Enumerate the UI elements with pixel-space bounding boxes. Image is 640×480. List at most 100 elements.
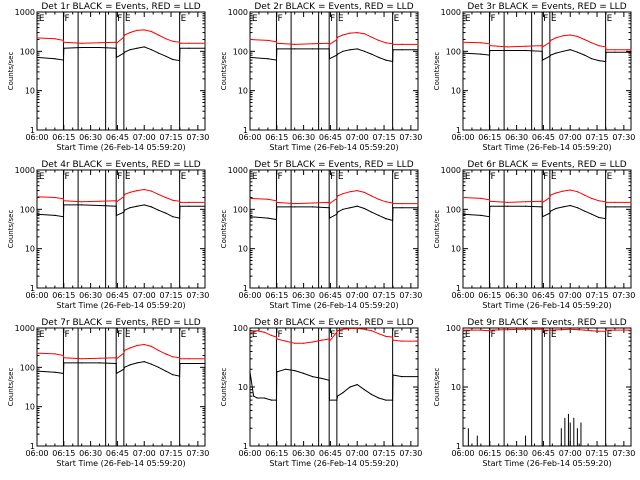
lld-data-point: [342, 34, 344, 36]
events-data-point: [630, 445, 632, 447]
events-data-point: [569, 49, 571, 51]
events-data-point: [337, 395, 339, 397]
marker-label: F: [490, 172, 495, 182]
x-tick-label: 07:00: [133, 133, 156, 142]
marker-label: F: [64, 330, 69, 340]
events-data-point: [303, 372, 305, 374]
lld-data-point: [507, 201, 509, 203]
events-data-point: [630, 51, 632, 53]
events-data-point: [320, 377, 323, 379]
y-tick-label: 10: [451, 383, 461, 392]
events-data-point: [294, 370, 296, 372]
chart-title: Det 6r BLACK = Events, RED = LLD: [467, 160, 626, 170]
marker-label: E: [39, 172, 45, 182]
chart-panel-9: Det 9r BLACK = Events, RED = LLD 1 10 100 06…: [433, 318, 635, 468]
lld-data-point: [507, 329, 509, 331]
events-data-point: [550, 210, 552, 212]
lld-data-point: [525, 45, 527, 47]
events-data-point: [204, 205, 206, 207]
lld-data-point: [507, 46, 509, 48]
lld-data-point: [378, 39, 380, 42]
lld-data-point: [275, 336, 278, 338]
x-axis-label: Start Time (26-Feb-14 05:59:20): [56, 459, 185, 468]
lld-data-point: [489, 329, 491, 331]
events-data-point: [614, 206, 616, 208]
events-data-point: [275, 399, 278, 401]
events-data-point: [157, 209, 160, 211]
plot-frame: [36, 327, 206, 447]
lld-data-point: [337, 330, 339, 332]
x-tick-label: 06:45: [319, 133, 342, 142]
lld-data-point: [63, 357, 65, 359]
lld-data-point: [541, 46, 544, 48]
events-data-point: [179, 217, 181, 219]
lld-data-point: [541, 45, 543, 47]
events-series-line: [249, 205, 418, 222]
x-tick-label: 06:45: [532, 291, 555, 300]
lld-data-point: [143, 343, 145, 346]
x-tick-label: 06:00: [238, 133, 261, 142]
lld-data-point: [62, 39, 65, 42]
x-tick-label: 07:30: [399, 133, 422, 142]
events-data-point: [417, 49, 419, 51]
events-data-point: [549, 55, 551, 57]
events-data-point: [480, 53, 482, 55]
lld-data-point: [81, 201, 83, 203]
events-data-point: [115, 205, 117, 207]
y-tick-label: 10: [25, 87, 35, 96]
x-tick-label: 06:30: [505, 133, 528, 142]
events-data-point: [36, 56, 38, 59]
y-tick-label: 1: [456, 442, 461, 451]
marker-label: F: [277, 172, 282, 182]
lld-data-point: [123, 352, 125, 354]
events-data-point: [172, 374, 174, 376]
events-data-point: [253, 395, 255, 397]
lld-data-point: [172, 40, 174, 42]
events-data-point: [188, 205, 190, 207]
x-tick-label: 06:00: [451, 133, 474, 142]
lld-data-point: [129, 191, 131, 193]
y-tick-label: 10: [451, 87, 461, 96]
lld-data-point: [591, 42, 593, 44]
x-tick-label: 06:15: [265, 449, 288, 458]
lld-data-point: [253, 331, 255, 333]
events-data-point: [328, 379, 330, 381]
plot-frame: [462, 11, 632, 131]
y-axis-label: Counts/sec: [433, 52, 441, 91]
events-data-point: [172, 58, 174, 61]
marker-label: E: [181, 14, 187, 24]
events-data-point: [115, 362, 117, 365]
lld-data-point: [63, 41, 65, 43]
lld-data-point: [54, 38, 56, 40]
lld-data-point: [267, 39, 269, 42]
x-tick-label: 06:30: [292, 133, 315, 142]
lld-data-point: [312, 202, 314, 204]
events-data-point: [591, 213, 593, 215]
lld-data-point: [489, 200, 491, 202]
lld-data-point: [179, 201, 181, 203]
lld-data-point: [401, 203, 403, 205]
events-data-point: [541, 59, 544, 61]
events-data-point: [614, 51, 616, 53]
lld-data-point: [614, 49, 616, 51]
events-data-point: [143, 46, 145, 48]
lld-data-point: [172, 199, 174, 201]
events-data-point: [378, 397, 380, 399]
events-data-point: [541, 206, 543, 208]
events-data-point: [363, 389, 365, 391]
events-data-point: [342, 208, 344, 210]
lld-data-point: [36, 196, 38, 198]
events-data-point: [349, 386, 351, 388]
events-data-point: [123, 211, 125, 213]
lld-data-point: [342, 328, 344, 330]
y-tick-label: 100: [20, 363, 35, 372]
lld-data-point: [462, 196, 464, 199]
marker-label: E: [181, 330, 187, 340]
lld-data-point: [562, 35, 564, 37]
events-data-point: [598, 60, 600, 62]
events-data-point: [62, 372, 65, 374]
lld-data-point: [312, 341, 314, 343]
x-tick-label: 07:30: [399, 291, 422, 300]
lld-data-point: [489, 45, 491, 47]
x-tick-label: 07:15: [160, 133, 183, 142]
